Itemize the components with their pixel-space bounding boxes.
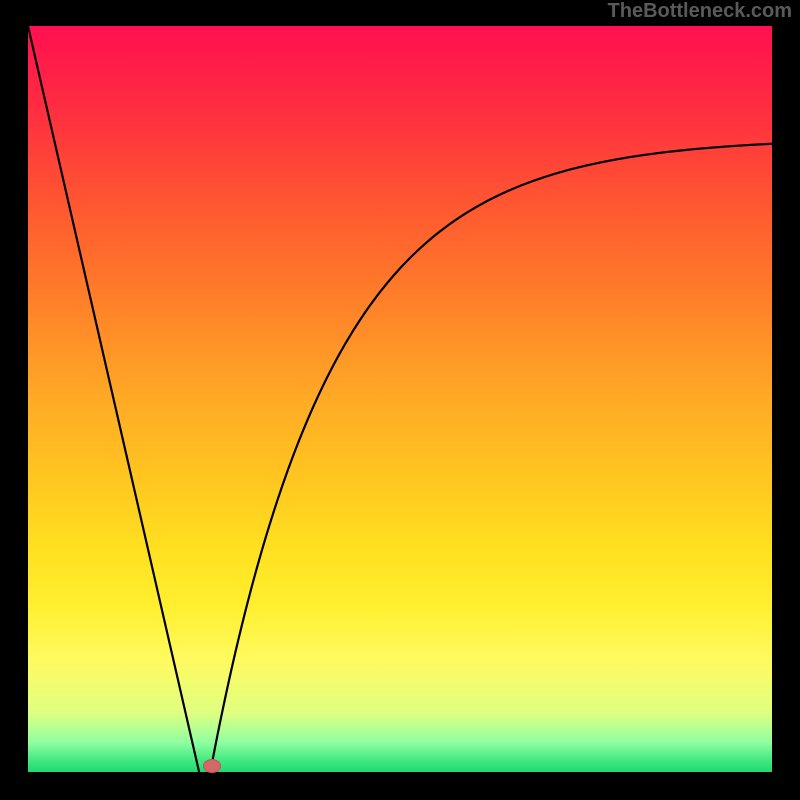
valley-marker [203,759,221,773]
attribution-text: TheBottleneck.com [608,0,792,23]
bottleneck-curve [28,26,772,772]
plot-area [28,26,772,772]
